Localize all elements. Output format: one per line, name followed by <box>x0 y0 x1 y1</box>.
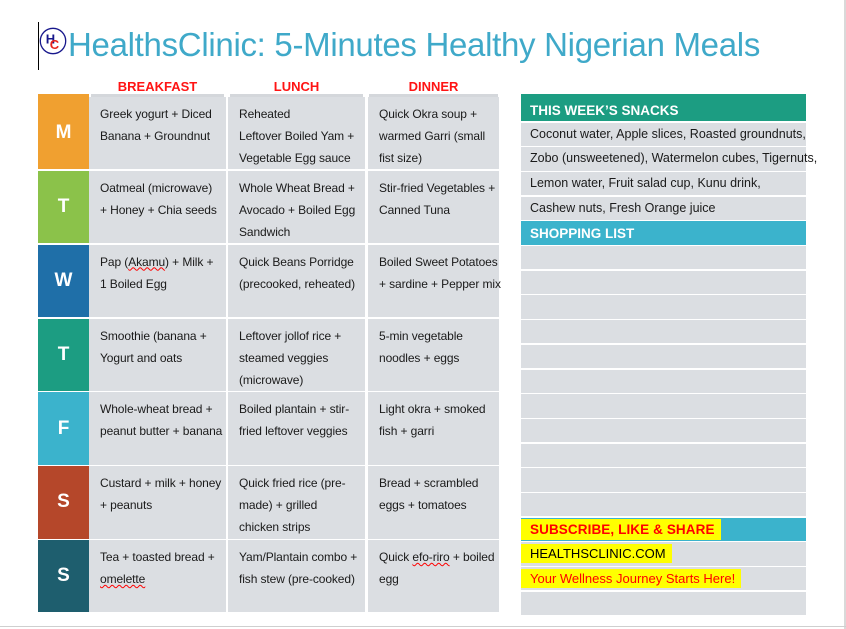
svg-text:C: C <box>50 37 60 52</box>
